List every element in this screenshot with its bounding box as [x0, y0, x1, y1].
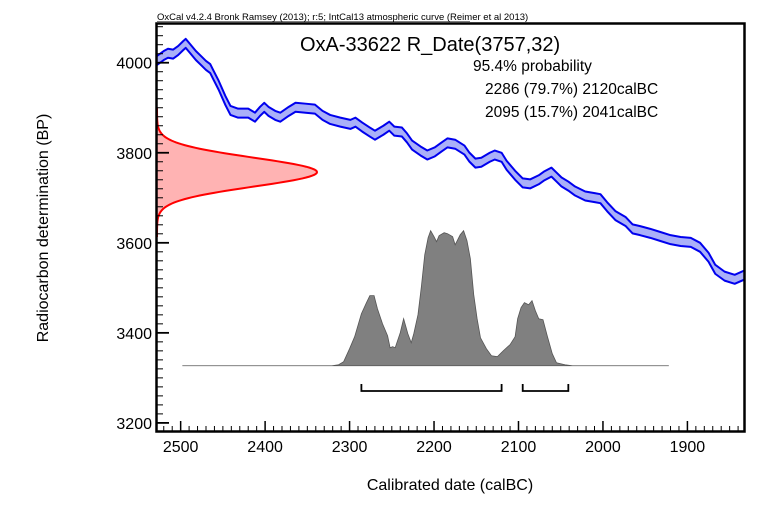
- y-axis-label: Radiocarbon determination (BP): [35, 114, 52, 343]
- calibration-curve-lower: [157, 46, 744, 285]
- x-axis: 2500 2400 2300 2200 2100 2000 1900: [163, 421, 739, 456]
- plot-frame: [155, 22, 746, 433]
- x-tick-label: 2100: [501, 439, 537, 456]
- plot-area: [157, 37, 744, 392]
- range-label-1: 2286 (79.7%) 2120calBC: [485, 81, 658, 98]
- range-label-2: 2095 (15.7%) 2041calBC: [485, 104, 658, 121]
- y-tick-label: 3200: [116, 416, 152, 433]
- x-tick-label: 2200: [416, 439, 452, 456]
- range-bracket-1: [360, 384, 503, 392]
- posterior-distribution: [182, 229, 669, 367]
- calibration-curve-upper: [157, 37, 744, 276]
- x-axis-label: Calibrated date (calBC): [367, 477, 533, 494]
- y-tick-label: 3800: [116, 146, 152, 163]
- x-tick-label: 2000: [585, 439, 621, 456]
- y-tick-label: 4000: [116, 56, 152, 73]
- chart-title: OxA-33622 R_Date(3757,32): [300, 34, 560, 56]
- x-tick-label: 2500: [163, 439, 199, 456]
- y-tick-label: 3600: [116, 236, 152, 253]
- x-tick-label: 2300: [332, 439, 368, 456]
- radiocarbon-date-fill: [157, 107, 317, 237]
- x-tick-label: 2400: [247, 439, 283, 456]
- header-note: OxCal v4.2.4 Bronk Ramsey (2013); r:5; I…: [157, 12, 528, 23]
- plot-layers: [157, 37, 744, 392]
- y-axis: 3200 3400 3600 3800 4000: [116, 26, 169, 433]
- range-bracket-2: [521, 384, 570, 392]
- y-tick-label: 3400: [116, 326, 152, 343]
- x-tick-label: 1900: [670, 439, 706, 456]
- probability-label: 95.4% probability: [473, 58, 592, 75]
